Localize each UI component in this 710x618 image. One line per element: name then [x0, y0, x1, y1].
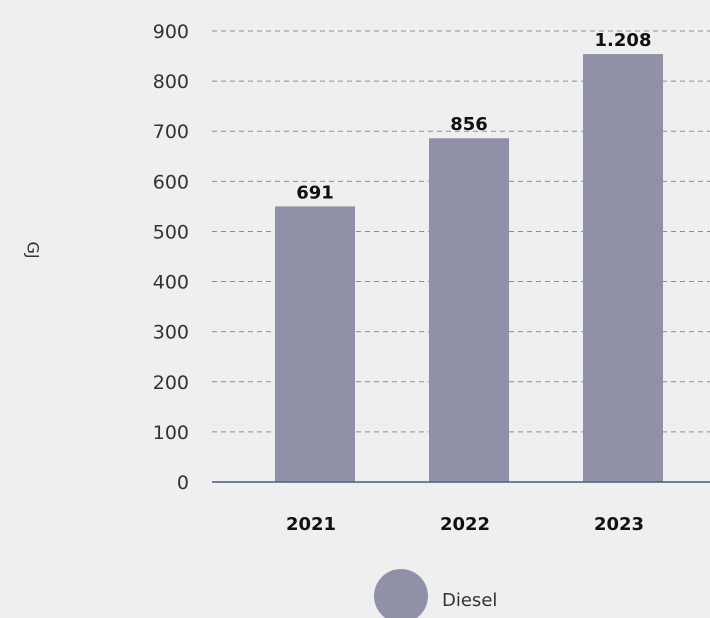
y-tick-0: 0	[177, 472, 189, 494]
legend: Diesel	[374, 569, 497, 618]
y-tick-500: 500	[153, 221, 189, 243]
data-label-2022: 856	[450, 114, 488, 135]
data-label-2023: 1.208	[595, 30, 652, 51]
data-label-2021: 691	[296, 182, 334, 203]
x-tick-2021: 2021	[286, 514, 336, 535]
bar-2023	[583, 54, 663, 482]
y-axis-label: GJ	[24, 241, 43, 258]
legend-swatch-diesel	[374, 569, 428, 618]
bar-2021	[275, 206, 355, 482]
y-tick-100: 100	[153, 422, 189, 444]
y-tick-800: 800	[153, 71, 189, 93]
y-tick-200: 200	[153, 372, 189, 394]
bar-2022	[429, 138, 509, 482]
y-tick-400: 400	[153, 272, 189, 294]
x-axis-ticks: 2021 2022 2023	[286, 514, 644, 535]
legend-label-diesel: Diesel	[442, 590, 497, 611]
y-tick-600: 600	[153, 171, 189, 193]
y-tick-900: 900	[153, 21, 189, 43]
y-tick-300: 300	[153, 322, 189, 344]
x-tick-2022: 2022	[440, 514, 490, 535]
bars: 691 856 1.208	[275, 30, 663, 482]
y-axis-ticks: 0 100 200 300 400 500 600 700 800 900	[153, 21, 189, 494]
x-tick-2023: 2023	[594, 514, 644, 535]
y-tick-700: 700	[153, 121, 189, 143]
